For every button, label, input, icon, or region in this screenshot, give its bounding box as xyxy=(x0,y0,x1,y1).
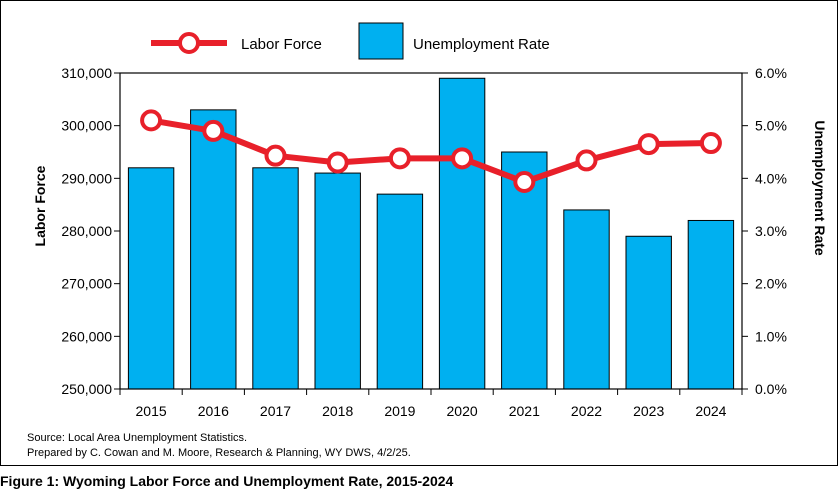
x-tick-label: 2022 xyxy=(571,403,602,419)
point-labor-force-2024 xyxy=(699,132,722,155)
point-labor-force-2016 xyxy=(202,119,225,142)
point-labor-force-2018 xyxy=(326,151,349,174)
y-tick-label: 300,000 xyxy=(61,118,112,134)
y-axis-title: Labor Force xyxy=(32,165,48,246)
y-tick-label: 280,000 xyxy=(61,223,112,239)
y2-tick-label: 1.0% xyxy=(755,328,787,344)
x-tick-label: 2016 xyxy=(198,403,229,419)
point-labor-force-2020 xyxy=(451,147,474,170)
legend-label-unemployment-rate: Unemployment Rate xyxy=(413,36,550,53)
bar-unemployment-2024 xyxy=(687,219,735,390)
y2-tick-label: 6.0% xyxy=(755,65,787,81)
point-labor-force-2021 xyxy=(513,171,536,194)
point-labor-force-2015 xyxy=(140,109,163,132)
prepared-by-note: Prepared by C. Cowan and M. Moore, Resea… xyxy=(27,447,411,459)
legend-label-labor-force: Labor Force xyxy=(241,36,322,53)
bar-unemployment-2015 xyxy=(127,167,175,390)
y-tick-label: 270,000 xyxy=(61,276,112,292)
y2-tick-label: 0.0% xyxy=(755,381,787,397)
point-labor-force-2022 xyxy=(575,149,598,172)
bar-unemployment-2016 xyxy=(190,109,237,390)
chart: Labor Force Unemployment Rate Labor Forc… xyxy=(32,22,828,419)
y2-tick-label: 4.0% xyxy=(755,170,787,186)
figure-caption: Figure 1: Wyoming Labor Force and Unempl… xyxy=(0,473,454,489)
x-tick-label: 2021 xyxy=(509,403,540,419)
bar-unemployment-2022 xyxy=(563,209,610,390)
bar-unemployment-2023 xyxy=(625,235,672,390)
y2-tick-label: 5.0% xyxy=(755,118,787,134)
bar-unemployment-2019 xyxy=(376,193,424,390)
plot-area: 250,000 260,000 270,000 280,000 290,000 300,0… xyxy=(61,65,787,419)
y2-axis-title: Unemployment Rate xyxy=(812,120,828,256)
y-tick-label: 250,000 xyxy=(61,381,112,397)
bar-unemployment-2018 xyxy=(314,172,361,390)
chart-frame: Labor Force Unemployment Rate Labor Forc… xyxy=(0,0,838,466)
legend-line-marker xyxy=(178,32,200,54)
x-tick-label: 2024 xyxy=(695,403,726,419)
point-labor-force-2023 xyxy=(637,133,660,156)
bar-unemployment-2020 xyxy=(438,77,486,390)
legend-bar-swatch xyxy=(358,22,404,60)
x-tick-label: 2023 xyxy=(633,403,664,419)
x-tick-label: 2019 xyxy=(384,403,415,419)
source-note: Source: Local Area Unemployment Statisti… xyxy=(27,432,248,444)
x-tick-label: 2020 xyxy=(447,403,478,419)
line-labor-force xyxy=(150,117,711,186)
legend: Labor Force Unemployment Rate xyxy=(151,22,550,60)
y-tick-label: 290,000 xyxy=(61,170,112,186)
x-tick-label: 2015 xyxy=(136,403,167,419)
x-tick-label: 2018 xyxy=(322,403,353,419)
bar-unemployment-2017 xyxy=(252,167,299,390)
y2-tick-label: 3.0% xyxy=(755,223,787,239)
point-labor-force-2019 xyxy=(388,147,411,170)
point-labor-force-2017 xyxy=(264,144,287,167)
y2-tick-label: 2.0% xyxy=(755,276,787,292)
y-tick-label: 310,000 xyxy=(61,65,112,81)
x-tick-label: 2017 xyxy=(260,403,291,419)
y-tick-label: 260,000 xyxy=(61,328,112,344)
